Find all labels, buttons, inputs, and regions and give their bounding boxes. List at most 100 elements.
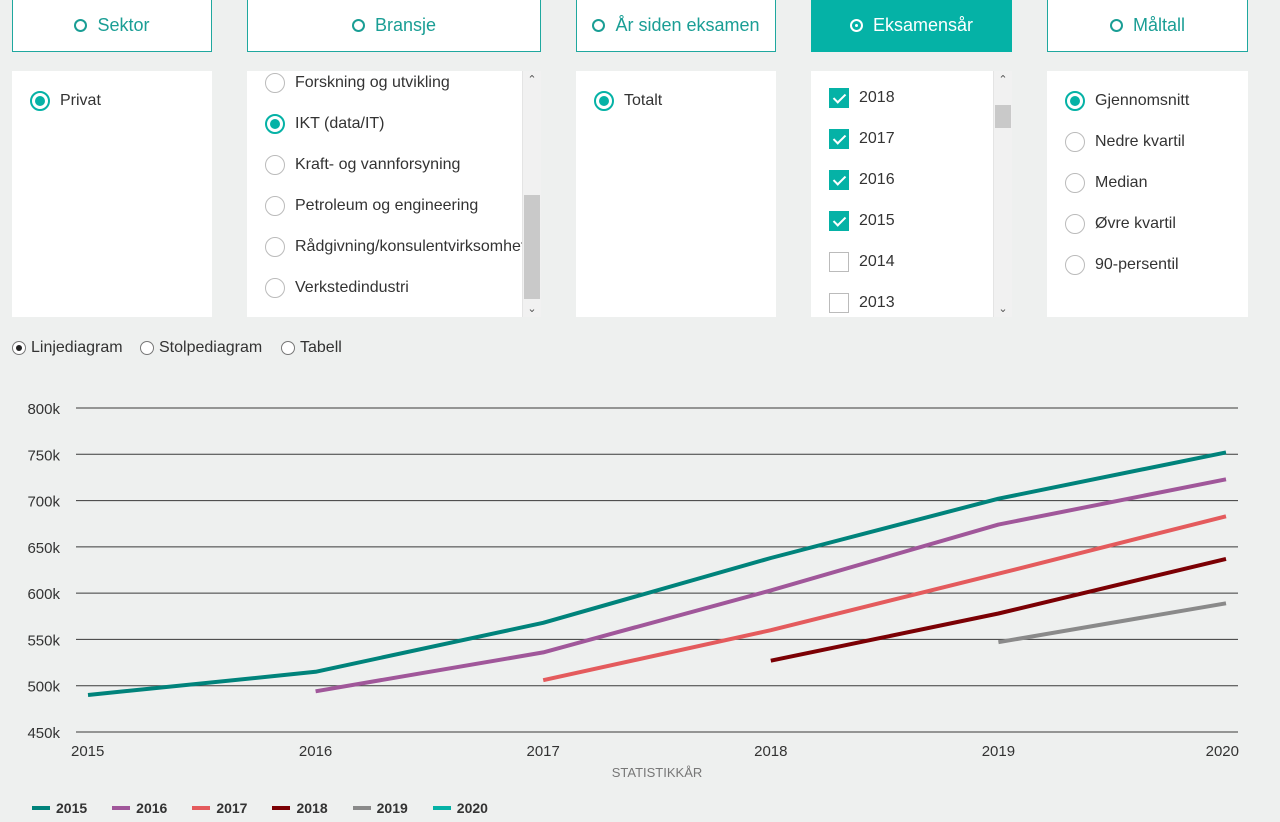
legend-label: 2020 xyxy=(456,800,488,816)
radio-ring-icon xyxy=(849,19,863,32)
option-2015[interactable]: 2015 xyxy=(829,211,895,231)
radio-ring-icon xyxy=(74,19,88,32)
scrollbar[interactable]: ⌃ ⌄ xyxy=(993,71,1012,317)
bransje-panel: Forskning og utvikling IKT (data/IT) Kra… xyxy=(247,71,541,317)
radio-button[interactable] xyxy=(265,196,285,216)
sektor-panel: Privat xyxy=(12,71,212,317)
checkbox[interactable] xyxy=(829,170,849,190)
view-linjediagram[interactable]: Linjediagram xyxy=(12,339,123,357)
scroll-down-icon[interactable]: ⌄ xyxy=(998,303,1008,315)
option-label: 2014 xyxy=(859,253,895,270)
radio-button[interactable] xyxy=(1065,255,1085,275)
radio-button[interactable] xyxy=(30,91,50,111)
option-gjennomsnitt[interactable]: Gjennomsnitt xyxy=(1065,91,1189,111)
series-line-2017[interactable] xyxy=(542,514,1227,683)
radio-button[interactable] xyxy=(1065,214,1085,234)
maltall-panel: Gjennomsnitt Nedre kvartil Median Øvre k… xyxy=(1047,71,1248,317)
radio-button[interactable] xyxy=(12,341,26,355)
option-label: 2018 xyxy=(859,89,895,106)
legend-item-2016[interactable]: 2016 xyxy=(112,800,167,816)
checkbox[interactable] xyxy=(829,129,849,149)
legend-swatch xyxy=(432,806,451,810)
tab-label: Bransje xyxy=(374,15,437,35)
option-2014[interactable]: 2014 xyxy=(829,252,895,272)
scrollbar[interactable]: ⌃ ⌄ xyxy=(522,71,541,317)
series-line-2016[interactable] xyxy=(315,477,1227,694)
x-tick-label: 2016 xyxy=(299,743,332,760)
option-2017[interactable]: 2017 xyxy=(829,129,895,149)
legend-item-2017[interactable]: 2017 xyxy=(192,800,247,816)
scroll-up-icon[interactable]: ⌃ xyxy=(527,74,537,86)
option-label: Rådgivning/konsulentvirksomhet xyxy=(295,238,526,255)
scroll-up-icon[interactable]: ⌃ xyxy=(998,74,1008,86)
option-ovre-kvartil[interactable]: Øvre kvartil xyxy=(1065,214,1176,234)
x-tick-label: 2015 xyxy=(71,743,104,760)
legend-item-2019[interactable]: 2019 xyxy=(352,800,408,816)
option-label: Gjennomsnitt xyxy=(1095,92,1190,109)
option-nedre-kvartil[interactable]: Nedre kvartil xyxy=(1065,132,1185,152)
checkbox[interactable] xyxy=(829,293,849,313)
tab-aar-siden-eksamen[interactable]: År siden eksamen xyxy=(576,0,776,52)
legend-item-2018[interactable]: 2018 xyxy=(272,800,328,816)
option-privat[interactable]: Privat xyxy=(30,91,101,111)
checkbox[interactable] xyxy=(829,88,849,108)
option-petroleum[interactable]: Petroleum og engineering xyxy=(265,196,478,216)
radio-ring-icon xyxy=(1109,19,1123,32)
option-verksted[interactable]: Verkstedindustri xyxy=(265,278,409,298)
view-stolpediagram[interactable]: Stolpediagram xyxy=(140,339,262,357)
radio-button[interactable] xyxy=(265,278,285,298)
option-kraft[interactable]: Kraft- og vannforsyning xyxy=(265,155,460,175)
y-tick-label: 550k xyxy=(27,632,60,649)
tab-label: Måltall xyxy=(1132,15,1185,35)
scrollbar-thumb[interactable] xyxy=(524,195,540,299)
tab-maltall[interactable]: Måltall xyxy=(1047,0,1248,52)
option-radgivning[interactable]: Rådgivning/konsulentvirksomhet xyxy=(265,237,525,257)
chart-legend: 2015 2016 2017 2018 2019 2020 xyxy=(32,800,513,816)
tab-sektor[interactable]: Sektor xyxy=(12,0,212,52)
radio-button[interactable] xyxy=(1065,173,1085,193)
series-lines xyxy=(87,450,1227,697)
legend-swatch xyxy=(32,806,50,810)
scroll-down-icon[interactable]: ⌄ xyxy=(527,303,537,315)
checkbox[interactable] xyxy=(829,211,849,231)
radio-button[interactable] xyxy=(265,114,285,134)
radio-button[interactable] xyxy=(140,341,154,355)
scrollbar-thumb[interactable] xyxy=(995,105,1011,128)
series-line-2018[interactable] xyxy=(770,556,1227,663)
checkbox[interactable] xyxy=(829,252,849,272)
option-ikt[interactable]: IKT (data/IT) xyxy=(265,114,385,134)
option-label: 2017 xyxy=(859,130,895,147)
x-axis-ticks: 2015 2016 2017 2018 2019 2020 xyxy=(71,743,1239,760)
y-tick-label: 750k xyxy=(27,447,60,464)
radio-button[interactable] xyxy=(265,73,285,93)
series-line-2019[interactable] xyxy=(998,601,1227,645)
legend-swatch xyxy=(272,806,291,810)
option-label: Nedre kvartil xyxy=(1095,133,1185,150)
radio-button[interactable] xyxy=(594,91,614,111)
view-tabell[interactable]: Tabell xyxy=(281,339,342,357)
radio-button[interactable] xyxy=(265,155,285,175)
series-line-2015[interactable] xyxy=(87,450,1227,697)
radio-button[interactable] xyxy=(1065,132,1085,152)
option-forskning[interactable]: Forskning og utvikling xyxy=(265,73,450,93)
radio-button[interactable] xyxy=(1065,91,1085,111)
option-90-persentil[interactable]: 90-persentil xyxy=(1065,255,1179,275)
option-2016[interactable]: 2016 xyxy=(829,170,895,190)
x-axis-title: STATISTIKKÅR xyxy=(612,765,703,780)
radio-button[interactable] xyxy=(265,237,285,257)
option-label: 2016 xyxy=(859,171,895,188)
option-median[interactable]: Median xyxy=(1065,173,1147,193)
option-2013[interactable]: 2013 xyxy=(829,293,895,313)
tab-eksamensaar[interactable]: Eksamensår xyxy=(811,0,1012,52)
option-label: Petroleum og engineering xyxy=(295,197,479,214)
tab-bransje[interactable]: Bransje xyxy=(247,0,541,52)
option-totalt[interactable]: Totalt xyxy=(594,91,662,111)
legend-item-2020[interactable]: 2020 xyxy=(432,800,488,816)
radio-button[interactable] xyxy=(281,341,295,355)
legend-item-2015[interactable]: 2015 xyxy=(32,800,87,816)
option-2018[interactable]: 2018 xyxy=(829,88,895,108)
x-tick-label: 2018 xyxy=(754,743,787,760)
option-label: Totalt xyxy=(624,92,663,109)
view-label: Stolpediagram xyxy=(159,339,263,356)
